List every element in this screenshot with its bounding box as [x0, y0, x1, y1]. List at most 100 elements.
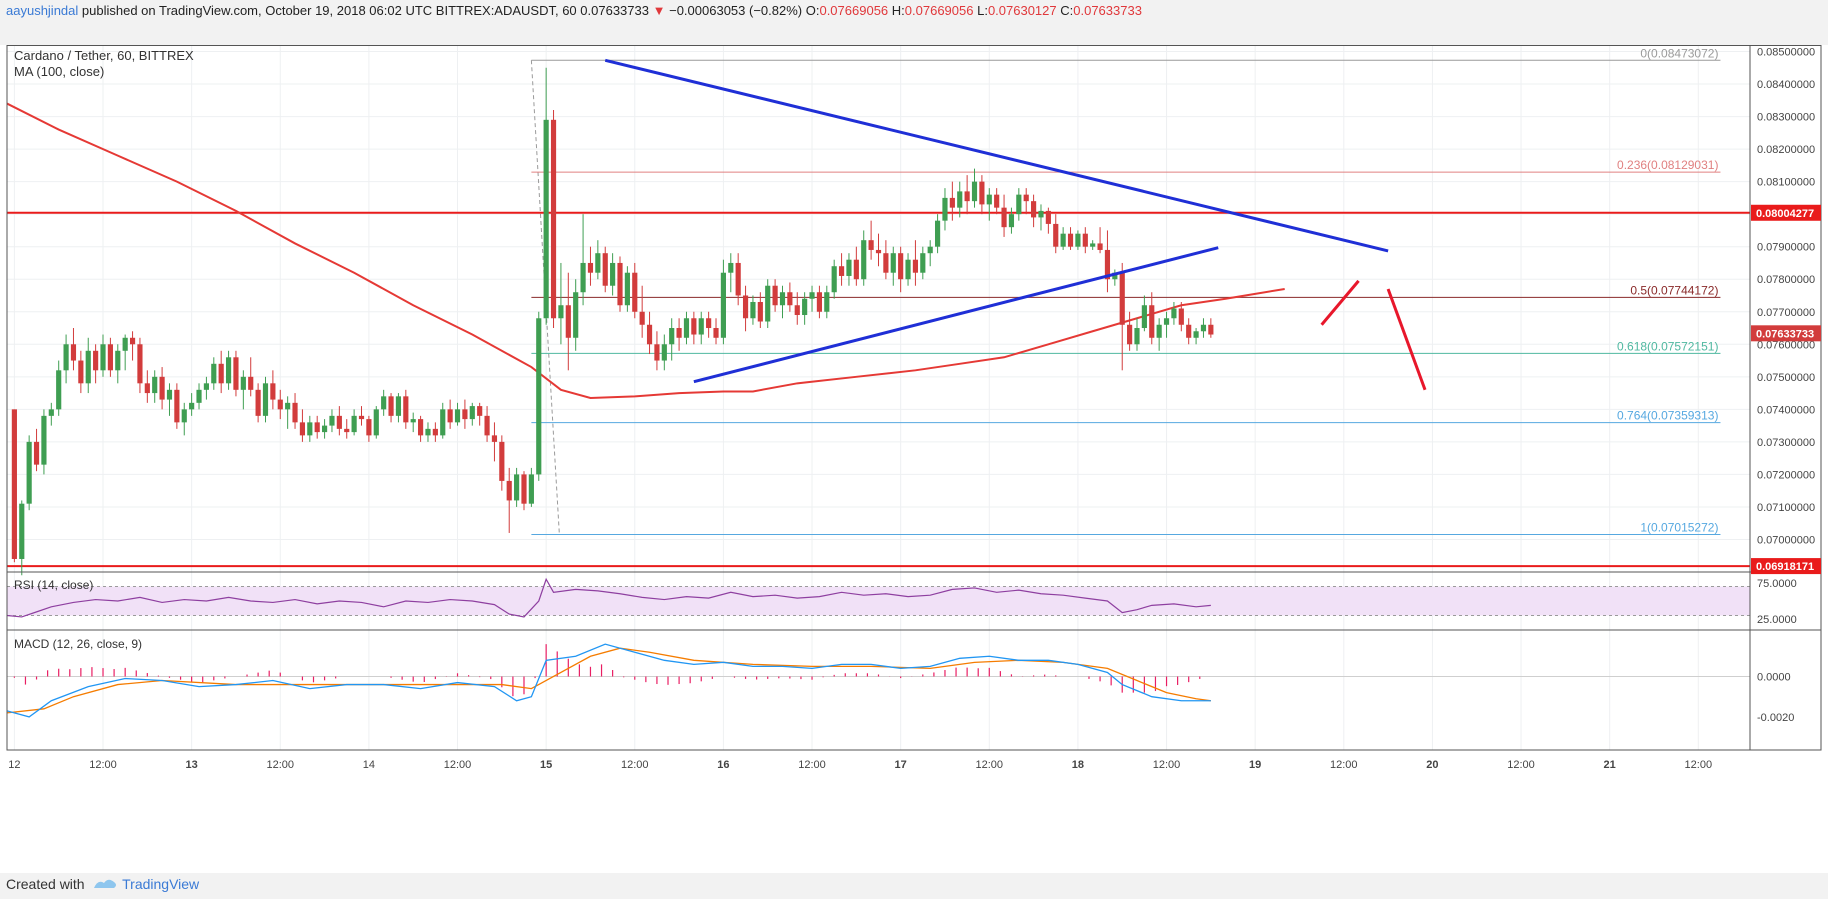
price-tick-label: 0.08300000 [1757, 112, 1815, 124]
candle-body [728, 262, 734, 273]
price-tick-label: 0.07300000 [1757, 437, 1815, 449]
time-tick-label: 12:00 [1507, 759, 1535, 771]
candle-body [418, 419, 424, 436]
macd-tick-label: -0.0020 [1757, 712, 1794, 724]
candle-body [661, 344, 667, 361]
candle-body [573, 292, 579, 338]
candle-body [122, 337, 128, 351]
candle-body [816, 292, 823, 312]
candle-body [129, 337, 136, 345]
publish-header: aayushjindal published on TradingView.co… [6, 0, 1142, 22]
candle-body [927, 246, 933, 254]
rsi-tick-label: 25.0000 [1757, 614, 1797, 626]
candle-body [1178, 308, 1184, 325]
candles [11, 67, 1214, 576]
candle-body [912, 259, 919, 273]
price-tick-label: 0.08400000 [1757, 79, 1815, 91]
candle-body [115, 350, 121, 371]
candle-body [757, 301, 763, 322]
candle-body [381, 396, 387, 410]
macd-label: MACD (12, 26, close, 9) [14, 637, 142, 651]
candle-body [11, 409, 17, 559]
trendline [604, 58, 1389, 253]
candle-body [144, 383, 150, 394]
candle-body [772, 285, 778, 306]
chart-container[interactable]: 0(0.08473072) 0.236(0.08129031) 0.5(0.0774… [0, 45, 1828, 873]
candle-body [477, 406, 483, 416]
candle-body [514, 474, 520, 501]
time-tick-label: 12:00 [798, 759, 826, 771]
candle-body [883, 253, 889, 273]
ohlc-close-label: C: [1060, 3, 1074, 18]
time-tick-label: 20 [1426, 759, 1438, 771]
price-tick-label: 0.07800000 [1757, 274, 1815, 286]
price-tick-label: 0.07100000 [1757, 502, 1815, 514]
candle-body [506, 480, 512, 501]
price-change: −0.00063053 (−0.82%) [669, 3, 803, 18]
candle-body [292, 402, 298, 423]
candle-body [1149, 305, 1155, 338]
candle-body [521, 474, 527, 504]
candle-body [595, 253, 601, 273]
candle-body [750, 301, 756, 319]
candle-body [1200, 324, 1207, 332]
candle-body [56, 370, 62, 410]
price-tick-label: 0.08200000 [1757, 144, 1815, 156]
candle-body [971, 181, 978, 202]
ohlc-high: 0.07669056 [904, 3, 974, 18]
ohlc-low: 0.07630127 [987, 3, 1057, 18]
trendlines[interactable] [604, 58, 1389, 384]
candle-body [491, 435, 498, 442]
chart-svg[interactable]: 0(0.08473072) 0.236(0.08129031) 0.5(0.0774… [0, 45, 1828, 873]
candle-body [181, 409, 187, 423]
candle-body [1023, 194, 1029, 202]
candle-body [93, 350, 99, 371]
time-tick-label: 12:00 [89, 759, 117, 771]
candle-body [1075, 233, 1081, 247]
candle-body [1060, 233, 1066, 247]
time-axis[interactable]: 12 12:00 13 12:00 14 12:00 15 12:00 16 12:00 17 12:… [8, 759, 1712, 771]
candle-body [189, 402, 195, 410]
candle-body [543, 119, 549, 319]
ohlc-open-label: O: [805, 3, 820, 18]
time-tick-label: 21 [1604, 759, 1616, 771]
time-tick-label: 12 [8, 759, 20, 771]
candle-body [440, 409, 446, 436]
time-tick-label: 12:00 [1153, 759, 1181, 771]
tradingview-brand-link[interactable]: TradingView [122, 876, 200, 892]
candle-body [994, 194, 1000, 208]
candle-body [1016, 194, 1022, 215]
candle-body [794, 305, 800, 316]
author-link[interactable]: aayushjindal [6, 3, 79, 18]
candle-body [1008, 214, 1015, 228]
forecast-arrows[interactable] [1320, 279, 1427, 391]
candle-body [1031, 201, 1037, 218]
ohlc-close: 0.07633733 [1073, 3, 1142, 18]
candle-body [373, 409, 379, 436]
price-axis[interactable]: 0.08500000 0.08400000 0.08300000 0.08200000… [1751, 47, 1821, 724]
footer: Created with TradingView [6, 873, 199, 895]
candle-body [277, 399, 283, 410]
level-price-tag-label: 0.08004277 [1756, 208, 1814, 220]
candle-body [484, 415, 490, 436]
candle-body [240, 376, 246, 390]
candle-body [1067, 233, 1074, 247]
candle-body [713, 328, 719, 338]
candle-body [617, 262, 623, 306]
candle-body [735, 262, 741, 296]
candle-body [1193, 331, 1199, 338]
candle-body [1090, 243, 1096, 247]
candle-body [1208, 324, 1214, 335]
candle-body [255, 389, 261, 416]
fib-level-label: 0.236(0.08129031) [1617, 158, 1718, 172]
fibonacci-retracement[interactable]: 0(0.08473072) 0.236(0.08129031) 0.5(0.0774… [530, 46, 1721, 536]
last-price: 0.07633733 [580, 3, 649, 18]
candle-body [868, 240, 874, 250]
current-price-tag-label: 0.07633733 [1756, 328, 1814, 340]
fib-level-label: 0(0.08473072) [1640, 46, 1718, 60]
horizontal-levels[interactable] [7, 211, 1750, 568]
candle-body [166, 389, 173, 400]
candle-body [1141, 305, 1147, 329]
candle-body [979, 181, 985, 205]
time-tick-label: 17 [895, 759, 907, 771]
